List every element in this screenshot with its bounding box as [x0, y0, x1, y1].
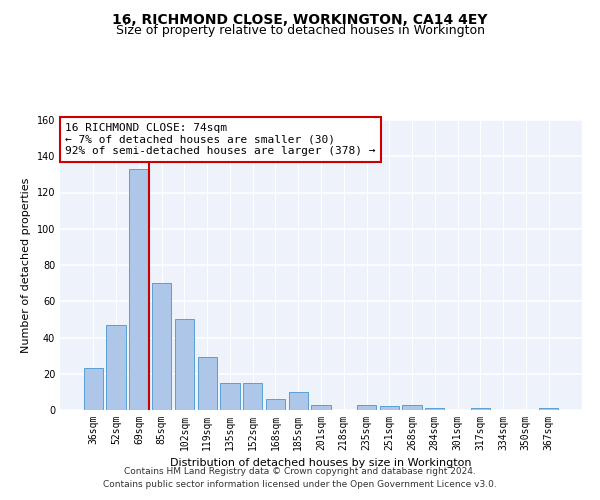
Bar	[266, 399, 285, 410]
Text: Contains public sector information licensed under the Open Government Licence v3: Contains public sector information licen…	[103, 480, 497, 489]
Bar	[470, 408, 490, 410]
Bar	[539, 408, 558, 410]
Text: Contains HM Land Registry data © Crown copyright and database right 2024.: Contains HM Land Registry data © Crown c…	[124, 467, 476, 476]
Bar	[403, 404, 422, 410]
Y-axis label: Number of detached properties: Number of detached properties	[21, 178, 31, 352]
Bar	[152, 283, 172, 410]
Bar	[289, 392, 308, 410]
Bar	[425, 408, 445, 410]
Bar	[129, 169, 149, 410]
Bar	[243, 383, 262, 410]
Bar	[380, 406, 399, 410]
Bar	[220, 383, 239, 410]
Bar	[357, 404, 376, 410]
X-axis label: Distribution of detached houses by size in Workington: Distribution of detached houses by size …	[170, 458, 472, 468]
Bar	[311, 404, 331, 410]
Bar	[197, 358, 217, 410]
Bar	[106, 325, 126, 410]
Text: 16 RICHMOND CLOSE: 74sqm
← 7% of detached houses are smaller (30)
92% of semi-de: 16 RICHMOND CLOSE: 74sqm ← 7% of detache…	[65, 123, 376, 156]
Text: Size of property relative to detached houses in Workington: Size of property relative to detached ho…	[115, 24, 485, 37]
Bar	[84, 368, 103, 410]
Text: 16, RICHMOND CLOSE, WORKINGTON, CA14 4EY: 16, RICHMOND CLOSE, WORKINGTON, CA14 4EY	[112, 12, 488, 26]
Bar	[175, 320, 194, 410]
